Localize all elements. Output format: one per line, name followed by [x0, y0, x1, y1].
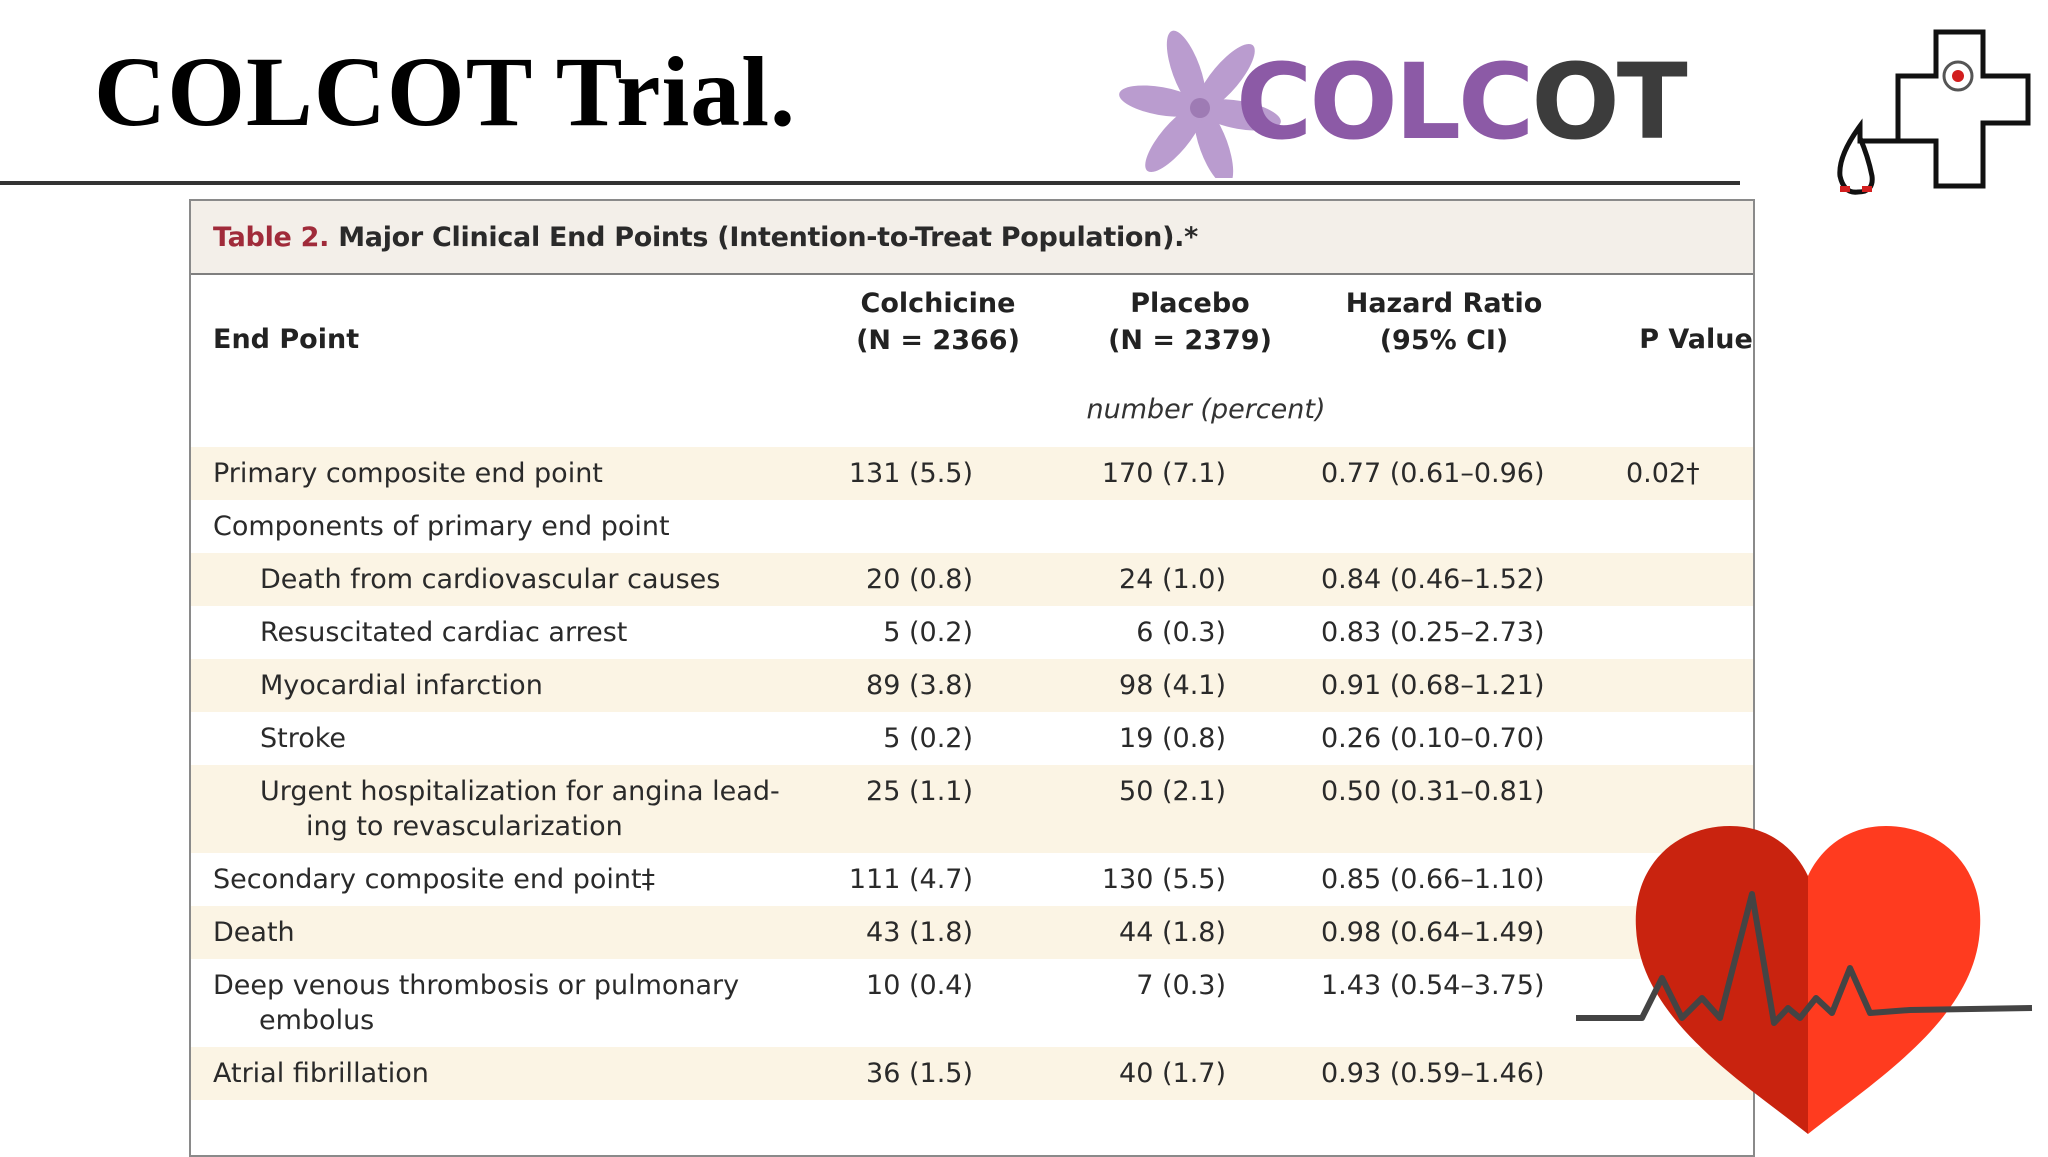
hazard-ratio-value: 0.50 (0.31–0.81) — [1321, 776, 1545, 807]
endpoint-name: Myocardial infarction — [260, 668, 780, 703]
endpoint-name: Resuscitated cardiac arrest — [260, 615, 780, 650]
header-hazard-ratio-line2: (95% CI) — [1379, 325, 1509, 356]
endpoint-name: Atrial fibrillation — [213, 1056, 773, 1091]
hazard-ratio-value: 0.84 (0.46–1.52) — [1321, 564, 1545, 595]
units-note: number (percent) — [1086, 394, 1326, 425]
endpoint-name: Components of primary end point — [213, 509, 773, 544]
endpoint-name-line: Death from cardiovascular causes — [260, 564, 721, 595]
hazard-ratio-value: 0.26 (0.10–0.70) — [1321, 723, 1545, 754]
table-row: Urgent hospitalization for angina lead-i… — [191, 765, 1753, 853]
hazard-ratio-value: 0.93 (0.59–1.46) — [1321, 1058, 1545, 1089]
endpoint-name-line: Secondary composite end point‡ — [213, 864, 656, 895]
table-caption-label: Table 2. — [213, 222, 330, 253]
placebo-value: 130 (5.5) — [1101, 864, 1226, 895]
table-row: Resuscitated cardiac arrest 5 (0.2) 6 (0.3… — [191, 606, 1753, 659]
placebo-value: 19 (0.8) — [1119, 723, 1226, 754]
colcot-logo: COLCOT — [1088, 28, 1688, 178]
header-placebo: Placebo (N = 2379) — [1060, 285, 1320, 359]
table-row: Death 43 (1.8) 44 (1.8) 0.98 (0.64–1.49) — [191, 906, 1753, 959]
endpoint-name-line: Resuscitated cardiac arrest — [260, 617, 628, 648]
header-p-value: P Value — [1639, 324, 1753, 355]
table-caption-bar: Table 2. Major Clinical End Points (Inte… — [191, 201, 1753, 275]
endpoint-name: Death — [213, 915, 773, 950]
table-row: Death from cardiovascular causes 20 (0.8)… — [191, 553, 1753, 606]
header-colchicine-line2: (N = 2366) — [856, 325, 1020, 356]
endpoint-name-line: Deep venous thrombosis or pulmonary — [213, 970, 740, 1001]
heart-ecg-icon — [1576, 826, 2033, 1134]
endpoint-name-line: Primary composite end point — [213, 458, 603, 489]
header-colchicine-line1: Colchicine — [860, 288, 1016, 319]
placebo-value: 24 (1.0) — [1119, 564, 1226, 595]
table-row: Primary composite end point 131 (5.5) 170 … — [191, 447, 1753, 500]
table-row: Secondary composite end point‡ 111 (4.7) 1… — [191, 853, 1753, 906]
endpoint-name-line: Death — [213, 917, 295, 948]
endpoint-name-line: Urgent hospitalization for angina lead- — [260, 776, 780, 807]
endpoint-name-continuation: embolus — [259, 1005, 375, 1036]
placebo-value: 40 (1.7) — [1119, 1058, 1226, 1089]
table-caption-text: Major Clinical End Points (Intention-to-… — [338, 222, 1198, 253]
endpoint-name: Urgent hospitalization for angina lead-i… — [260, 774, 780, 844]
placebo-value: 50 (2.1) — [1119, 776, 1226, 807]
hazard-ratio-value: 0.91 (0.68–1.21) — [1321, 670, 1545, 701]
endpoint-name-line: Atrial fibrillation — [213, 1058, 429, 1089]
stethoscope-cross-icon — [1837, 29, 2031, 195]
table-body: Primary composite end point 131 (5.5) 170 … — [191, 447, 1753, 1100]
placebo-value: 170 (7.1) — [1101, 458, 1226, 489]
colchicine-value: 20 (0.8) — [866, 564, 973, 595]
header-colchicine: Colchicine (N = 2366) — [808, 285, 1068, 359]
colchicine-value: 10 (0.4) — [866, 970, 973, 1001]
flower-icon — [1119, 30, 1281, 178]
header-placebo-line1: Placebo — [1130, 288, 1250, 319]
endpoint-name: Primary composite end point — [213, 456, 773, 491]
colchicine-value: 111 (4.7) — [848, 864, 973, 895]
placebo-value: 98 (4.1) — [1119, 670, 1226, 701]
colchicine-value: 89 (3.8) — [866, 670, 973, 701]
endpoint-name-line: Components of primary end point — [213, 511, 670, 542]
hazard-ratio-value: 0.77 (0.61–0.96) — [1321, 458, 1545, 489]
colchicine-value: 25 (1.1) — [866, 776, 973, 807]
slide-title: COLCOT Trial. — [94, 36, 797, 147]
endpoints-table: Table 2. Major Clinical End Points (Inte… — [189, 199, 1755, 1157]
colchicine-value: 5 (0.2) — [883, 617, 973, 648]
endpoint-name: Secondary composite end point‡ — [213, 862, 773, 897]
table-row: Atrial fibrillation 36 (1.5) 40 (1.7) 0.93 … — [191, 1047, 1753, 1100]
header-hazard-ratio: Hazard Ratio (95% CI) — [1294, 285, 1594, 359]
endpoint-name: Stroke — [260, 721, 780, 756]
endpoint-name: Death from cardiovascular causes — [260, 562, 780, 597]
header-end-point: End Point — [213, 324, 360, 355]
endpoint-name-line: Stroke — [260, 723, 347, 754]
endpoint-name: Deep venous thrombosis or pulmonary embol… — [213, 968, 773, 1038]
hazard-ratio-value: 0.85 (0.66–1.10) — [1321, 864, 1545, 895]
logo-text-ot: OT — [1531, 41, 1687, 163]
logo-text: COLCOT — [1236, 40, 1688, 164]
colchicine-value: 5 (0.2) — [883, 723, 973, 754]
colchicine-value: 36 (1.5) — [866, 1058, 973, 1089]
endpoint-name-continuation: ing to revascularization — [306, 811, 623, 842]
header-placebo-line2: (N = 2379) — [1108, 325, 1272, 356]
placebo-value: 6 (0.3) — [1136, 617, 1226, 648]
colchicine-value: 131 (5.5) — [848, 458, 973, 489]
placebo-value: 7 (0.3) — [1136, 970, 1226, 1001]
placebo-value: 44 (1.8) — [1119, 917, 1226, 948]
table-caption: Table 2. Major Clinical End Points (Inte… — [213, 221, 1198, 255]
table-row: Stroke 5 (0.2) 19 (0.8) 0.26 (0.10–0.70) — [191, 712, 1753, 765]
hazard-ratio-value: 0.98 (0.64–1.49) — [1321, 917, 1545, 948]
hazard-ratio-value: 1.43 (0.54–3.75) — [1321, 970, 1545, 1001]
table-row: Deep venous thrombosis or pulmonary embol… — [191, 959, 1753, 1047]
colchicine-value: 43 (1.8) — [866, 917, 973, 948]
logo-text-colc: COLC — [1236, 41, 1534, 163]
hazard-ratio-value: 0.83 (0.25–2.73) — [1321, 617, 1545, 648]
table-row: Myocardial infarction 89 (3.8) 98 (4.1) 0.9… — [191, 659, 1753, 712]
endpoint-name-line: Myocardial infarction — [260, 670, 543, 701]
table-row: Components of primary end point — [191, 500, 1753, 553]
title-divider — [0, 181, 1740, 185]
p-value: 0.02† — [1626, 458, 1700, 489]
header-hazard-ratio-line1: Hazard Ratio — [1345, 288, 1543, 319]
